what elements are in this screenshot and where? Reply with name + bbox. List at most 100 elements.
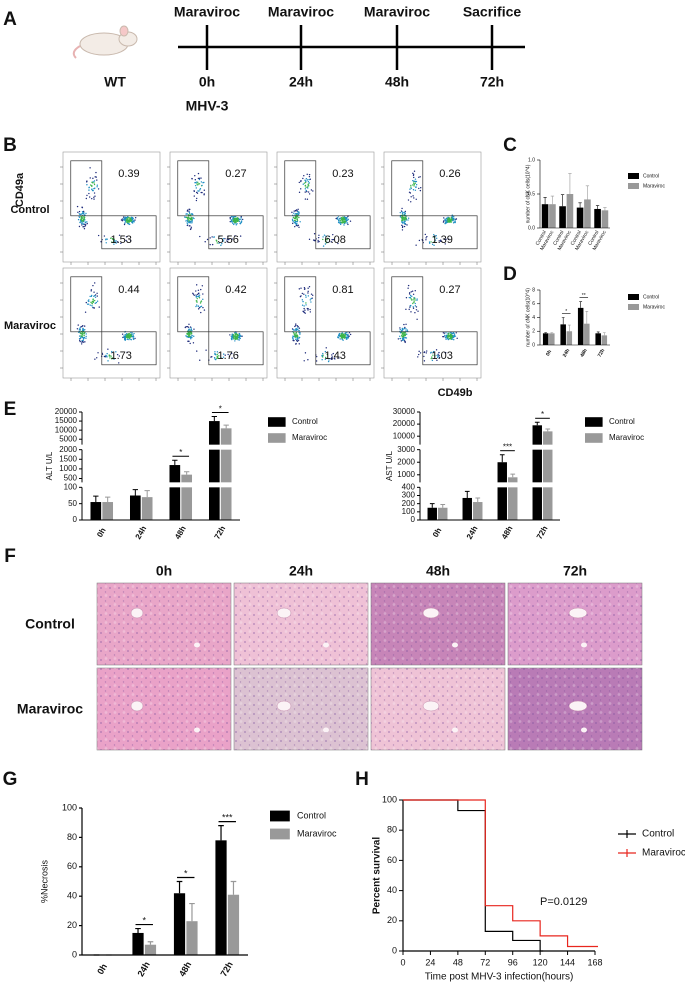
flow-dot <box>118 362 120 364</box>
y-tick-label: 20000 <box>393 419 416 428</box>
panel-label: A <box>3 9 17 30</box>
flow-dot <box>93 307 96 309</box>
flow-dot <box>206 238 209 241</box>
flow-dot <box>402 337 404 340</box>
flow-dot <box>415 309 418 311</box>
flow-dot <box>291 328 294 330</box>
legend-swatch <box>628 294 639 300</box>
flow-dot <box>301 292 304 295</box>
x-tick-label: 48h <box>500 524 515 541</box>
gate <box>315 215 371 250</box>
flow-dot <box>304 191 306 193</box>
flow-dot <box>444 351 447 354</box>
flow-dot <box>186 336 188 338</box>
flow-dot <box>346 337 348 339</box>
flow-dot <box>195 284 198 286</box>
flow-dot <box>298 343 300 345</box>
flow-dot <box>93 182 95 184</box>
flow-dot <box>130 220 133 222</box>
flow-dot <box>401 221 403 223</box>
flow-dot <box>445 222 447 224</box>
flow-dot <box>93 299 96 302</box>
flow-dot <box>209 237 211 239</box>
flow-dot <box>431 359 434 362</box>
legend-label: Control <box>292 417 318 426</box>
flow-dot <box>304 198 307 200</box>
flow-dot <box>193 335 195 337</box>
y-tick-label: 4 <box>532 315 535 321</box>
flow-dot <box>296 328 298 331</box>
column-label: 24h <box>289 563 313 579</box>
x-tick-label: 72h <box>213 524 228 541</box>
flow-dot <box>294 225 296 228</box>
flow-dot <box>88 187 90 189</box>
flow-dot <box>300 180 302 183</box>
flow-dot <box>187 335 189 338</box>
flow-dot <box>445 332 447 334</box>
flow-dot <box>412 293 415 295</box>
flow-dot <box>312 190 314 192</box>
axis-title: CD49b <box>438 387 473 399</box>
flow-dot <box>79 219 82 222</box>
flow-dot <box>303 287 306 289</box>
flow-dot <box>84 311 87 313</box>
flow-dot <box>340 334 342 337</box>
error-bar <box>579 301 583 308</box>
flow-dot <box>435 349 438 351</box>
flow-dot <box>449 333 452 335</box>
gate <box>208 331 264 366</box>
flow-dot <box>446 221 448 223</box>
flow-dot <box>213 357 216 359</box>
flow-dot <box>321 354 323 357</box>
flow-dot <box>324 358 327 361</box>
flow-dot <box>347 333 349 335</box>
flow-dot <box>412 302 414 305</box>
flow-dot <box>307 295 310 297</box>
gate <box>101 331 157 366</box>
flow-dot <box>228 238 230 240</box>
x-tick-label: 48h <box>579 348 589 358</box>
event-time: 0h <box>199 74 215 90</box>
bar <box>566 331 573 345</box>
flow-dot <box>331 238 333 241</box>
flow-dot <box>93 291 95 293</box>
flow-dot <box>403 332 405 334</box>
error-bar <box>475 497 481 503</box>
flow-dot <box>412 307 415 309</box>
y-tick-label: 40 <box>387 885 397 895</box>
flow-dot <box>191 335 193 337</box>
flow-dot <box>302 183 304 185</box>
flow-dot <box>103 235 106 237</box>
flow-dot <box>294 217 297 219</box>
flow-dot <box>433 241 435 243</box>
flow-dot <box>228 355 231 358</box>
flow-dot <box>133 220 135 222</box>
x-tick-label: 0h <box>545 349 553 357</box>
flow-dot <box>237 334 240 337</box>
flow-dot <box>184 326 186 329</box>
flow-dot <box>81 206 83 208</box>
gate <box>315 331 371 366</box>
flow-dot <box>81 335 84 337</box>
flow-dot <box>83 216 85 218</box>
flow-dot <box>407 199 410 201</box>
flow-dot <box>324 239 327 241</box>
flow-dot <box>295 223 298 226</box>
flow-dot <box>322 236 324 238</box>
flow-dot <box>317 239 319 242</box>
flow-dot <box>333 357 335 359</box>
legend-label: Control <box>643 173 659 179</box>
flow-dot <box>77 324 79 326</box>
y-tick-label: 0 <box>392 945 397 955</box>
flow-dot <box>405 297 408 299</box>
flow-dots <box>76 167 137 245</box>
flow-dot <box>295 338 297 340</box>
flow-dot <box>131 332 133 334</box>
flow-dot <box>298 181 301 184</box>
flow-dot <box>230 335 232 338</box>
flow-dot <box>438 240 440 242</box>
flow-dot <box>297 327 299 329</box>
flow-dot <box>188 333 190 336</box>
flow-dot <box>85 212 87 215</box>
flow-dot <box>296 325 299 327</box>
